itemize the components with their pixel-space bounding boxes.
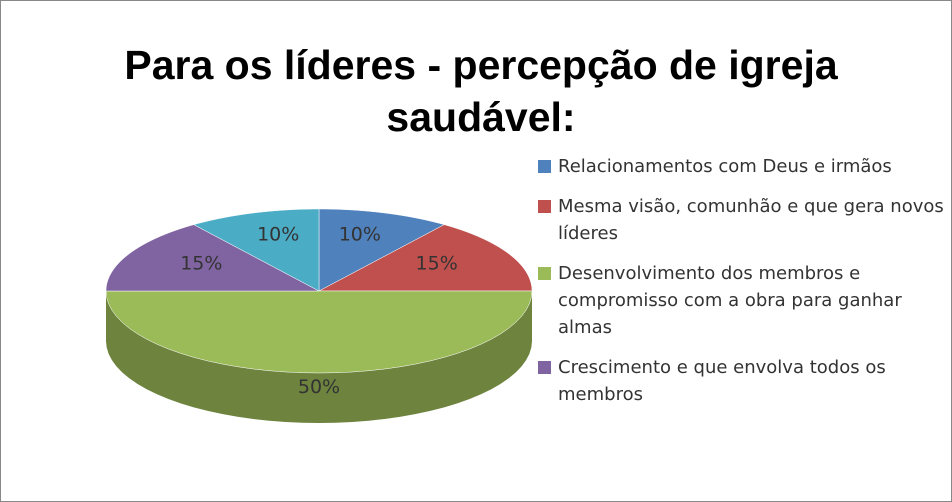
legend-swatch <box>538 200 551 213</box>
data-label: 15% <box>416 253 458 275</box>
legend-item: Desenvolvimento dos membros e compromiss… <box>536 260 946 341</box>
slice <box>105 290 533 374</box>
slice <box>193 208 320 292</box>
slice <box>105 224 320 292</box>
legend-item: Crescimento e que envolva todos os membr… <box>536 354 946 408</box>
legend-label: Crescimento e que envolva todos os membr… <box>558 357 886 405</box>
legend-label: Mesma visão, comunhão e que gera novos l… <box>558 196 944 244</box>
legend-swatch <box>538 160 551 173</box>
slice-side <box>106 291 532 423</box>
legend-item: Relacionamentos com Deus e irmãos <box>536 153 946 180</box>
legend-swatch <box>538 361 551 374</box>
chart-title: Para os líderes - percepção de igreja sa… <box>124 42 838 140</box>
data-label: 10% <box>339 223 381 245</box>
legend-item: Mesma visão, comunhão e que gera novos l… <box>536 193 946 247</box>
legend: Relacionamentos com Deus e irmãos Mesma v… <box>536 153 946 421</box>
legend-label: Desenvolvimento dos membros e compromiss… <box>558 263 902 338</box>
data-label: 50% <box>298 376 340 398</box>
data-label: 10% <box>257 223 299 245</box>
slice <box>318 224 533 292</box>
slice <box>318 208 445 292</box>
legend-label: Relacionamentos com Deus e irmãos <box>558 156 892 177</box>
data-label: 15% <box>180 253 222 275</box>
legend-swatch <box>538 267 551 280</box>
